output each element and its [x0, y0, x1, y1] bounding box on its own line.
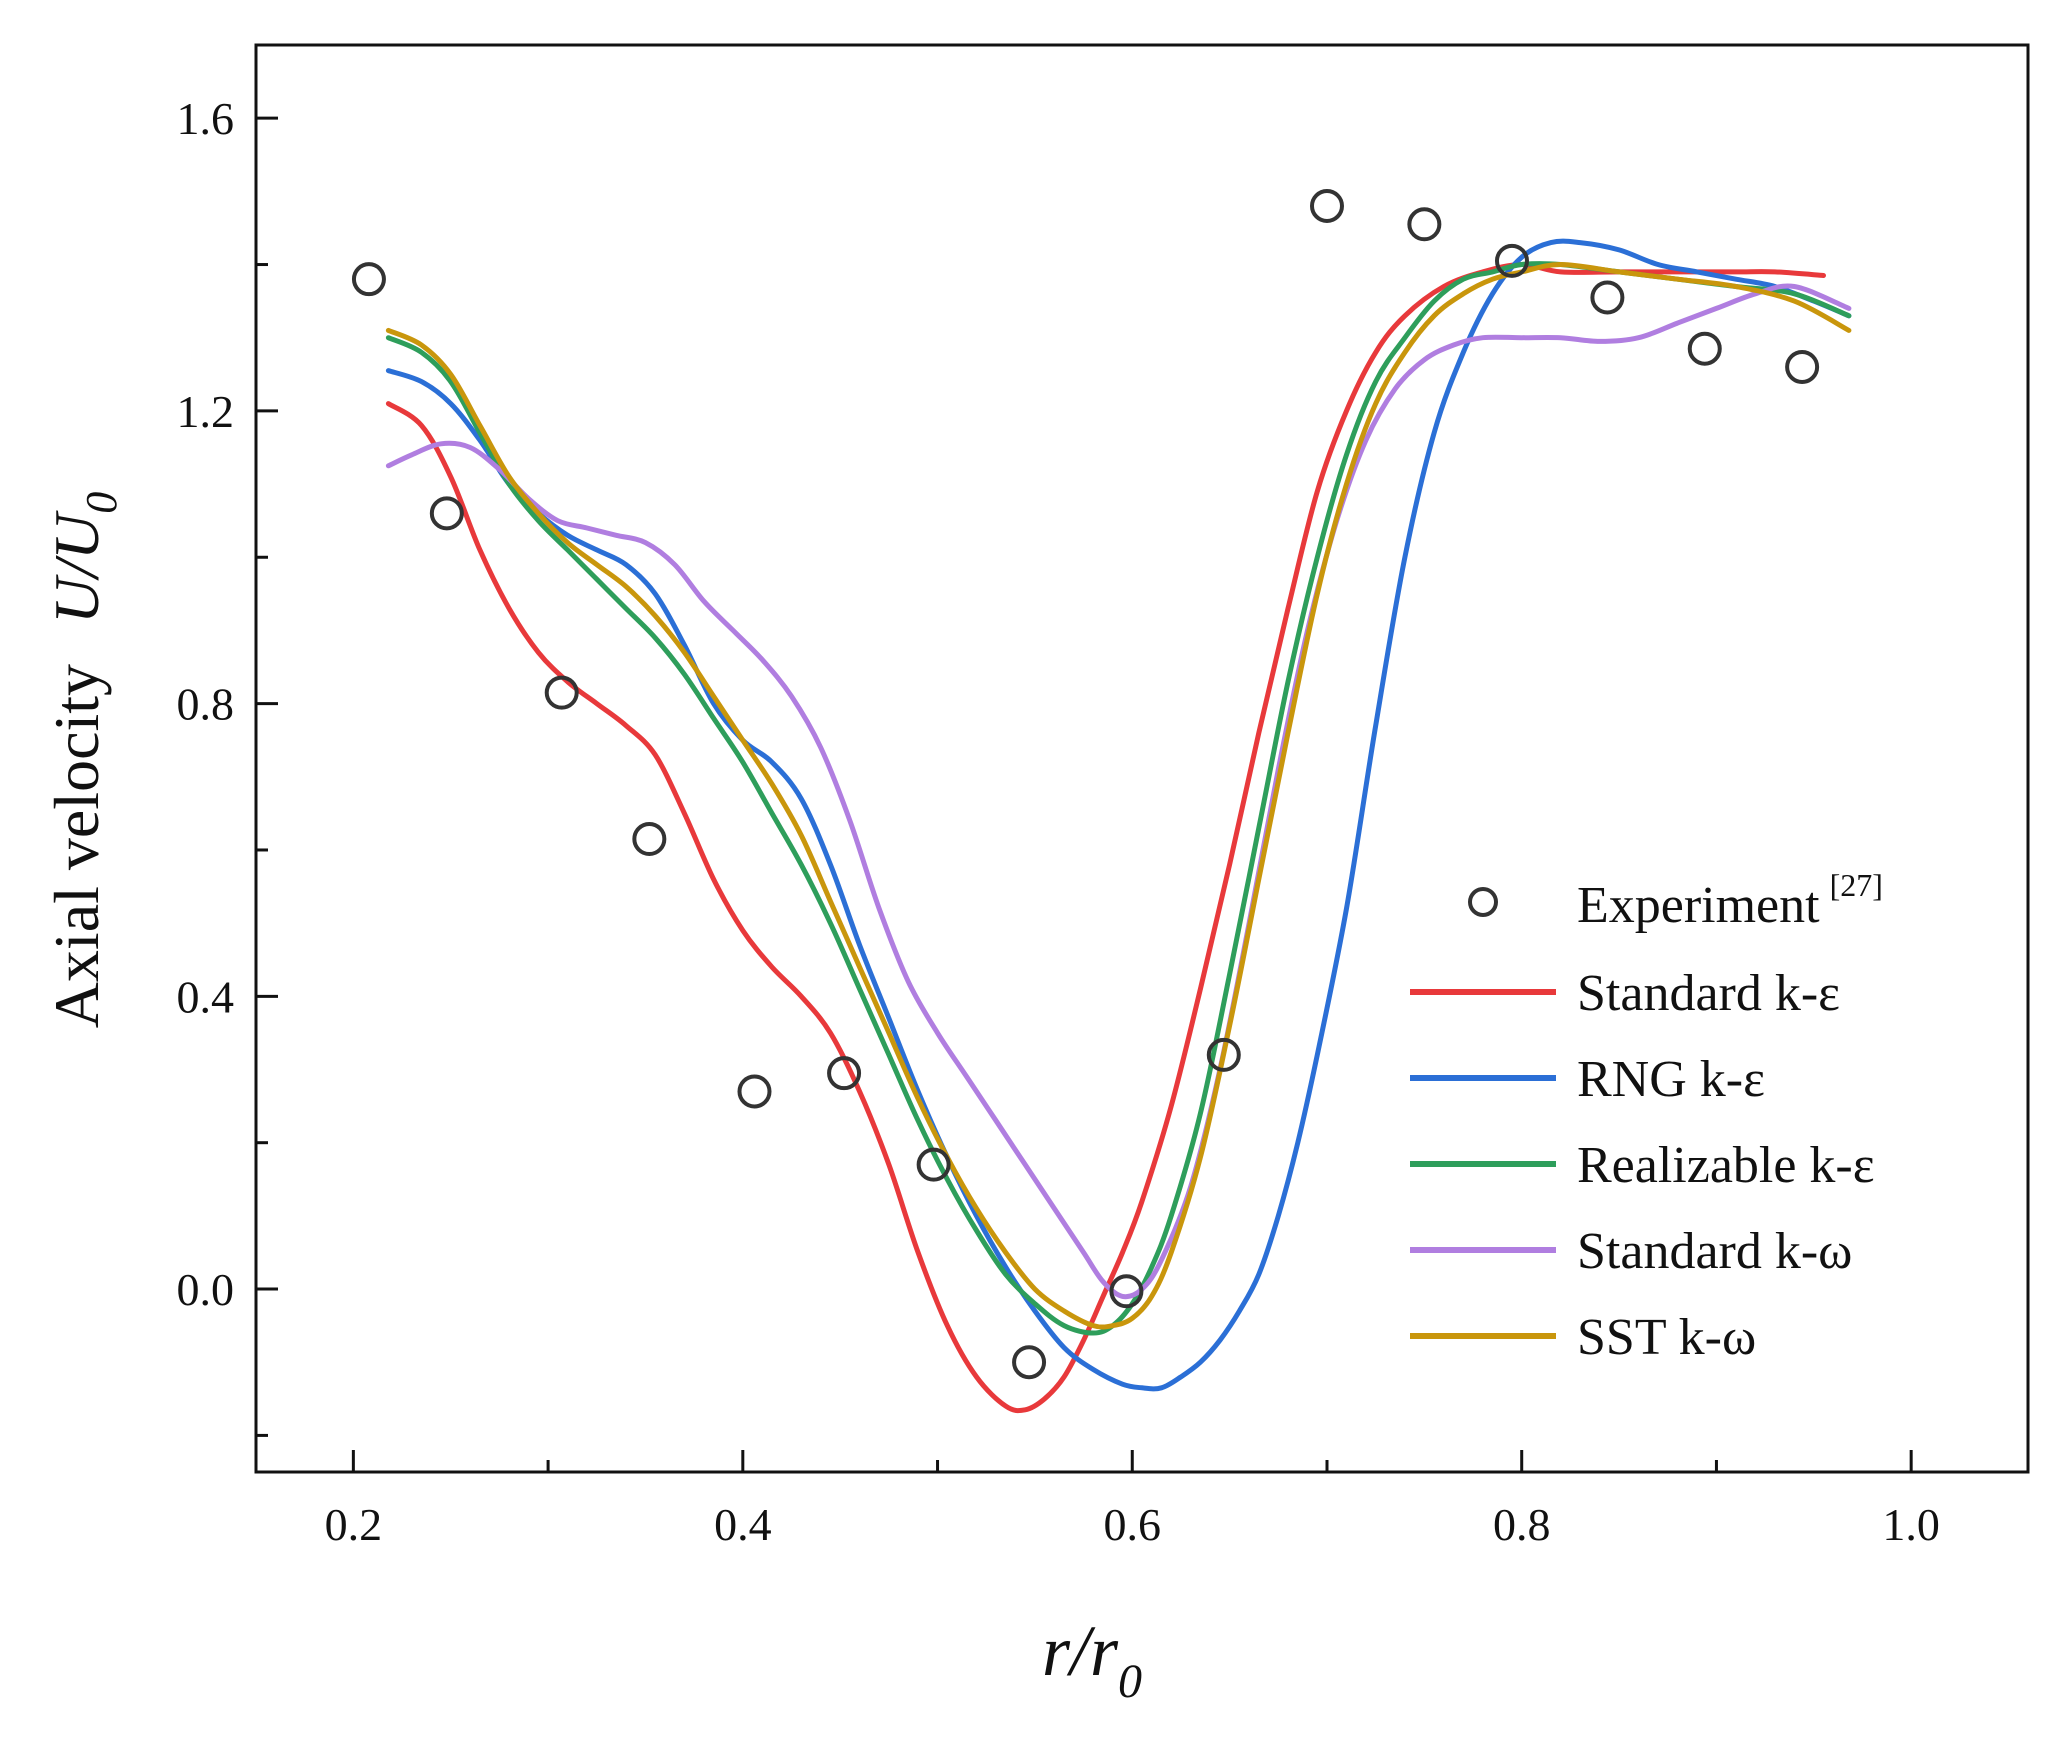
experiment-point [351, 262, 386, 297]
y-tick-label: 0.4 [177, 971, 235, 1022]
y-axis-label-main: U/U [41, 510, 112, 624]
legend-label-rng-k: RNG k-ε [1577, 1051, 1765, 1108]
y-tick-label: 0.8 [177, 679, 235, 730]
experiment-point [916, 1147, 951, 1182]
experiment-point [544, 675, 579, 710]
experiment-point [737, 1074, 772, 1109]
series-lines [385, 238, 1852, 1414]
legend-label-sst-k: SST k-ω [1577, 1309, 1756, 1366]
x-axis-label-main: r/r [1042, 1611, 1119, 1691]
experiment-point [1109, 1274, 1144, 1309]
series-line-standard-k [385, 262, 1826, 1414]
experiment-point [1494, 243, 1529, 278]
experiment-point [1206, 1037, 1241, 1072]
x-tick-label: 0.2 [325, 1499, 383, 1550]
y-tick-label: 1.6 [177, 93, 235, 144]
experiment-point [1590, 280, 1625, 315]
x-axis-label-subscript: 0 [1118, 1655, 1142, 1708]
series-line-sst-k [385, 262, 1852, 1330]
svg-text:Axial velocityU/U0: Axial velocity U/U0 [41, 492, 126, 1029]
series-line-realizable-k [385, 261, 1852, 1336]
experiment-point [1309, 188, 1344, 223]
series-line-standard-k [385, 283, 1852, 1300]
x-tick-label: 1.0 [1882, 1499, 1940, 1550]
y-axis-label-subscript: 0 [77, 492, 126, 514]
legend-label-standard-k: Standard k-ε [1577, 965, 1840, 1022]
x-tick-label: 0.4 [714, 1499, 772, 1550]
y-axis: 0.0 0.4 0.8 1.2 1.6 [177, 93, 278, 1437]
x-tick-label: 0.6 [1104, 1499, 1162, 1550]
series-line-rng-k [385, 238, 1852, 1392]
x-axis-label: r/r0 [1042, 1611, 1142, 1708]
experiment-point [632, 821, 667, 856]
experiment-point [827, 1056, 862, 1091]
plot-frame [254, 43, 2030, 1474]
y-tick-label: 1.2 [177, 386, 235, 437]
legend-label-experiment: Experiment [27] [1577, 867, 1883, 934]
legend-label-realizable-k: Realizable k-ε [1577, 1137, 1875, 1194]
x-axis: 0.2 0.4 0.6 0.8 1.0 [325, 1450, 1940, 1550]
experiment-point [1407, 207, 1442, 242]
y-axis-label: Axial velocity U/U0 [41, 492, 126, 1029]
legend: Experiment [27] Standard k-ε RNG k-ε Realiz… [1410, 867, 1883, 1366]
experiment-point [429, 496, 464, 531]
legend-marker-experiment [1468, 887, 1498, 917]
legend-label-standard-k: Standard k-ω [1577, 1223, 1852, 1280]
legend-item-experiment: Experiment [27] [1468, 867, 1883, 934]
y-tick-label: 0.0 [177, 1264, 235, 1315]
experiment-markers [351, 188, 1820, 1380]
y-axis-label-prefix: Axial velocity [41, 664, 112, 1028]
experiment-point [1785, 349, 1820, 384]
x-tick-label: 0.8 [1493, 1499, 1551, 1550]
experiment-point [1687, 331, 1722, 366]
experiment-point [1012, 1345, 1047, 1380]
